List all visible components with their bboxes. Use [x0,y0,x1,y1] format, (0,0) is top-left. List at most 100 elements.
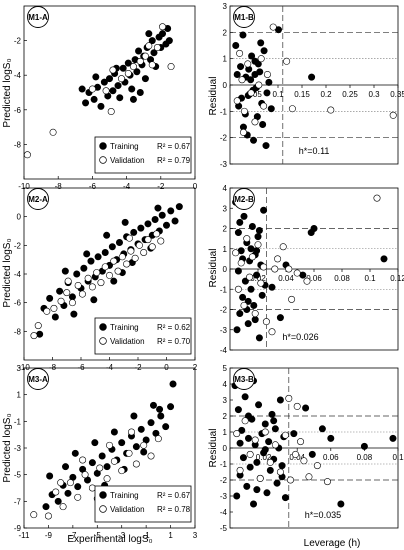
training-point-m2-a [175,203,183,211]
training-point-m1-a [136,89,144,97]
training-point-m3-b [302,404,310,412]
validation-point-m2-a [88,283,96,291]
training-point-m3-b [360,442,368,450]
y-axis-label-right-m3: Residual [208,429,219,468]
y-tick-label-m3-b: 2 [223,412,228,421]
legend-label-m3-a: Training [110,491,139,500]
panel-m1-b: 0.05 0.1 0.15 0.2 0.25 0.3 0.35 h*=0.11 -3 -2 -1 0 1… [220,2,404,169]
validation-point-m1-a [109,66,117,74]
validation-point-m1-b [240,107,248,115]
validation-point-m2-b [279,243,287,251]
x-tick-label-m3-b: 0.06 [323,453,339,462]
y-tick-label-m3-a: -7 [14,497,22,506]
validation-point-m1-a [49,128,57,136]
training-point-m2-b [276,314,284,322]
training-point-m2-a [70,310,78,318]
validation-point-m3-b [293,402,301,410]
y-tick-label-m2-b: -2 [220,306,228,315]
y-tick-label-m1-a: -6 [14,106,22,115]
training-point-m2-b [234,229,242,237]
validation-point-m3-a [106,441,114,449]
training-point-m2-b [244,297,252,305]
validation-point-m1-b [389,111,397,119]
training-point-m1-b [262,142,270,150]
training-point-m1-a [100,78,108,86]
x-tick-label-m3-b: 0.04 [289,453,305,462]
training-point-m2-a [103,231,111,239]
training-point-m3-b [244,412,252,420]
legend-label-m2-a: Validation [110,337,145,346]
validation-point-m3-a [44,512,52,520]
training-point-m3-b [270,417,278,425]
validation-point-m1-b [327,106,335,114]
validation-point-m1-a [107,108,115,116]
validation-point-m2-a [97,279,105,287]
training-point-m3-b [268,410,276,418]
training-point-m3-b [281,494,289,502]
training-point-m3-a [64,489,72,497]
training-point-m2-a [101,249,109,257]
validation-point-m1-a [136,57,144,65]
validation-point-m3-b [323,478,331,486]
legend-r2-m1-a: R² = 0.79 [157,156,191,165]
panel-badge-m1-b [233,6,255,28]
training-point-m1-b [233,70,241,78]
training-point-m2-a [154,204,162,212]
training-point-m2-a [80,264,88,272]
validation-point-m1-a [102,87,110,95]
training-point-m3-a [169,380,177,388]
training-point-m3-a [157,412,165,420]
validation-point-m1-b [239,128,247,136]
training-point-m1-b [237,63,245,71]
training-point-m3-a [98,452,106,460]
y-tick-label-m2-b: 0 [223,265,228,274]
validation-point-m2-b [373,194,381,202]
panel-badge-m2-a [27,188,49,210]
training-point-m2-a [51,313,59,321]
validation-point-m1-b [236,49,244,57]
validation-point-m2-b [293,269,301,277]
training-point-m1-a [148,37,156,45]
validation-point-m1-b [244,60,252,68]
training-point-m2-b [236,218,244,226]
training-point-m1-b [239,31,247,39]
validation-point-m2-a [43,307,51,315]
y-tick-label-m3-a: -1 [14,417,22,426]
training-point-m2-b [253,271,261,279]
training-point-m3-a [91,439,99,447]
training-point-m2-b [255,334,263,342]
validation-point-m1-b [251,118,259,126]
x-tick-label-m3-b: 0.02 [256,453,272,462]
panel-m1-a: -10 -8 -6 -4 -2 0 -8 -6 -4 -2 M1-A Training R² = 0.6… [14,5,198,191]
x-tick-label-m1-a: -4 [123,182,131,191]
y-tick-label-m2-b: -3 [220,326,228,335]
panel-id-label-m1-a: M1-A [28,13,48,22]
training-point-m1-b [267,105,275,113]
x-tick-label-m3-a: -1 [143,531,151,540]
training-point-m3-b [244,434,252,442]
y-tick-label-m3-a: -5 [14,471,22,480]
y-tick-label-m3-b: 1 [223,428,228,437]
x-tick-label-m2-a: -6 [77,363,85,372]
validation-point-m2-a [127,247,135,255]
validation-point-m2-a [153,230,161,238]
y-tick-label-m2-a: -4 [14,270,22,279]
training-point-m1-a [109,87,117,95]
training-point-m1-a [90,95,98,103]
training-point-m2-b [244,320,252,328]
training-point-m3-a [74,483,82,491]
training-point-m1-b [250,136,258,144]
y-axis-label-left-m1: Predicted logS₀ [2,58,13,127]
y-tick-label-m1-b: 1 [223,55,228,64]
training-point-m2-a [110,277,118,285]
legend-label-m1-a: Training [110,142,139,151]
x-tick-label-m1-b: 0.1 [272,90,284,99]
x-tick-label-m2-b: 0.08 [334,274,350,283]
validation-point-m1-b [263,70,271,78]
training-point-m1-b [248,52,256,60]
legend-marker-m1-a [99,156,107,164]
validation-point-m2-b [232,249,240,257]
x-tick-label-m1-b: 0.25 [342,90,358,99]
y-tick-label-m1-a: -8 [14,140,22,149]
training-point-m2-b [234,267,242,275]
